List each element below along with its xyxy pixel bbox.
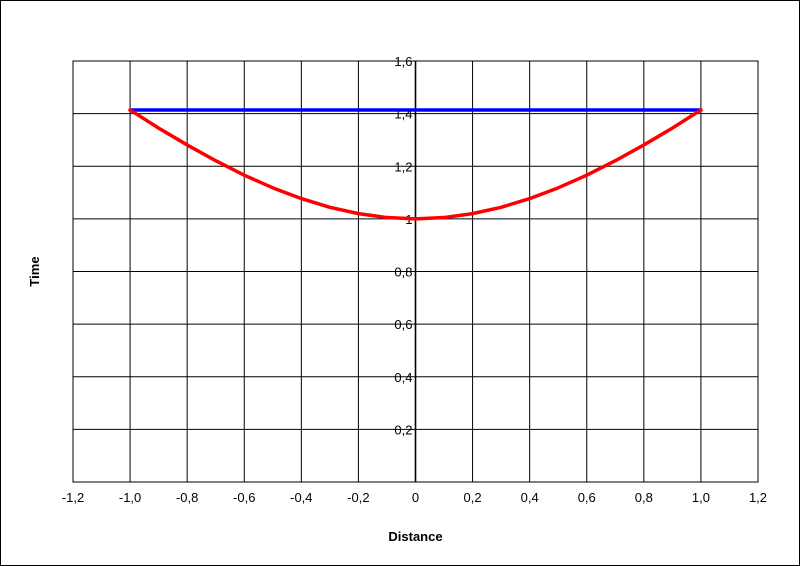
tick-labels: -1,2 -1,0 -0,8 -0,6 -0,4 -0,2 0 0,2 0,4 0,6 0,8 1,0… [62, 54, 767, 505]
x-tick-label: 0,6 [578, 490, 596, 505]
y-tick-label: 0,4 [394, 370, 412, 385]
y-tick-label: 1,6 [394, 54, 412, 69]
x-tick-label: -1,2 [62, 490, 84, 505]
x-tick-label: 0,2 [464, 490, 482, 505]
y-axis-title: Time [27, 256, 42, 286]
y-tick-label: 0,8 [394, 265, 412, 280]
x-tick-label: -1,0 [119, 490, 141, 505]
x-tick-label: -0,8 [176, 490, 198, 505]
series-line-2 [128, 108, 703, 221]
y-tick-label: 0,6 [394, 317, 412, 332]
x-axis-title: Distance [388, 529, 442, 544]
x-tick-label: 1,2 [749, 490, 767, 505]
x-tick-label: 0,4 [521, 490, 539, 505]
plot-area [72, 60, 759, 483]
x-tick-label: -0,4 [290, 490, 312, 505]
x-tick-label: 1,0 [692, 490, 710, 505]
grid [73, 61, 758, 482]
x-tick-label: -0,2 [347, 490, 369, 505]
x-tick-label: 0,8 [635, 490, 653, 505]
x-tick-label: 0 [412, 490, 419, 505]
series-lines [128, 108, 703, 221]
x-tick-label: -0,6 [233, 490, 255, 505]
y-tick-label: 0,2 [394, 422, 412, 437]
y-tick-label: 1,2 [394, 159, 412, 174]
